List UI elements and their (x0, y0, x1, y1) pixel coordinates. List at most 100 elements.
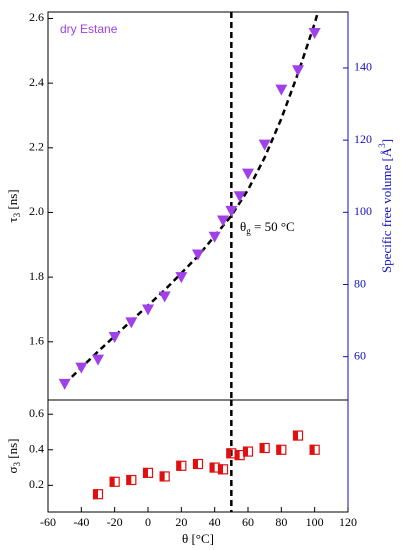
point-outline (276, 444, 287, 455)
point (242, 168, 254, 180)
y-tick-label: 0.2 (29, 477, 44, 491)
point-fill (226, 448, 232, 459)
point (292, 430, 304, 441)
y-tick-label: 0.6 (29, 406, 44, 420)
point (92, 489, 104, 500)
point-fill (293, 430, 298, 441)
point-fill (243, 446, 248, 457)
y2-title-end: ] (379, 139, 394, 143)
point (126, 474, 137, 486)
point-fill (176, 460, 182, 471)
point (233, 191, 246, 203)
point-fill (193, 459, 198, 469)
point (309, 444, 320, 455)
y-tick-label: 2.6 (29, 10, 44, 24)
point (217, 215, 229, 227)
top-frame (47, 11, 349, 401)
x-tick-label: 40 (209, 515, 221, 529)
y2-axis-title: Specific free volume [Å3] (377, 139, 394, 273)
point (75, 362, 88, 374)
point-outline (126, 474, 137, 486)
point (292, 65, 304, 77)
y-axis-title: τ3 [ns] (5, 189, 22, 222)
annotation-text: = 50 °C (251, 219, 295, 234)
point-outline (259, 442, 270, 454)
x-tick-label: -20 (107, 515, 123, 529)
x-tick-label: 0 (145, 515, 151, 529)
y-title-unit: [ns] (5, 439, 20, 462)
y-title-symbol: σ (5, 466, 20, 473)
y-tick-label: 1.8 (29, 269, 44, 283)
point (258, 139, 271, 151)
point (208, 231, 221, 243)
point-fill (309, 444, 315, 455)
x-tick-label: 20 (175, 515, 187, 529)
point (109, 476, 120, 487)
point-outline (292, 430, 304, 441)
point-outline (142, 467, 154, 478)
point (58, 378, 71, 390)
point (259, 442, 270, 454)
x-tick-label: -40 (73, 515, 89, 529)
point (234, 450, 245, 461)
point (159, 471, 170, 482)
point-fill (276, 444, 282, 455)
y2-tick-label: 120 (354, 132, 372, 146)
y-title-unit: [ns] (5, 189, 20, 212)
point-outline (92, 489, 104, 500)
point-outline (192, 458, 204, 470)
point (192, 249, 204, 261)
y2-title-text: Specific free volume [Å (379, 147, 394, 273)
point-fill (159, 471, 165, 482)
fit-curve (63, 11, 320, 385)
annotation-sub: g (246, 226, 251, 236)
y-tick-label: 1.6 (29, 334, 44, 348)
point-fill (259, 443, 265, 453)
y-axis-title: σ3 [ns] (5, 439, 22, 474)
y2-title-sup: 3 (377, 143, 387, 148)
point (108, 331, 121, 343)
point (142, 304, 154, 316)
point-fill (126, 475, 132, 485)
point (276, 444, 287, 455)
point (175, 272, 188, 284)
x-tick-label: 120 (339, 515, 357, 529)
point-fill (143, 467, 148, 478)
point (192, 458, 204, 470)
annotation: θg = 50 °C (240, 219, 295, 236)
legend-label: dry Estane (60, 22, 118, 36)
point-outline (309, 444, 320, 455)
point (225, 205, 238, 217)
y-tick-label: 2.4 (29, 75, 44, 89)
y2-tick-label: 100 (354, 204, 372, 218)
point-fill (234, 450, 240, 461)
y-tick-label: 2.2 (29, 140, 44, 154)
point-outline (217, 464, 229, 475)
x-tick-label: 100 (306, 515, 324, 529)
point (142, 467, 154, 478)
x-axis-title: θ [°C] (182, 531, 214, 546)
y-title-symbol: τ (5, 217, 20, 222)
point (308, 28, 321, 40)
point (125, 317, 138, 329)
point (226, 448, 237, 459)
y-tick-label: 2.0 (29, 204, 44, 218)
y-tick-label: 0.4 (29, 442, 44, 456)
point-outline (109, 476, 120, 487)
point (275, 84, 288, 96)
y-title-sub: 3 (12, 461, 22, 466)
x-tick-label: 60 (242, 515, 254, 529)
point-fill (93, 489, 98, 500)
point-outline (242, 446, 254, 457)
point-outline (176, 460, 187, 471)
x-tick-label: -60 (40, 515, 56, 529)
point-fill (218, 464, 223, 475)
y-title-sub: 3 (12, 212, 22, 217)
point (92, 354, 104, 366)
y2-tick-label: 140 (354, 60, 372, 74)
y2-tick-label: 60 (354, 348, 366, 362)
point-fill (109, 476, 115, 487)
point (209, 462, 220, 473)
point (176, 460, 187, 471)
